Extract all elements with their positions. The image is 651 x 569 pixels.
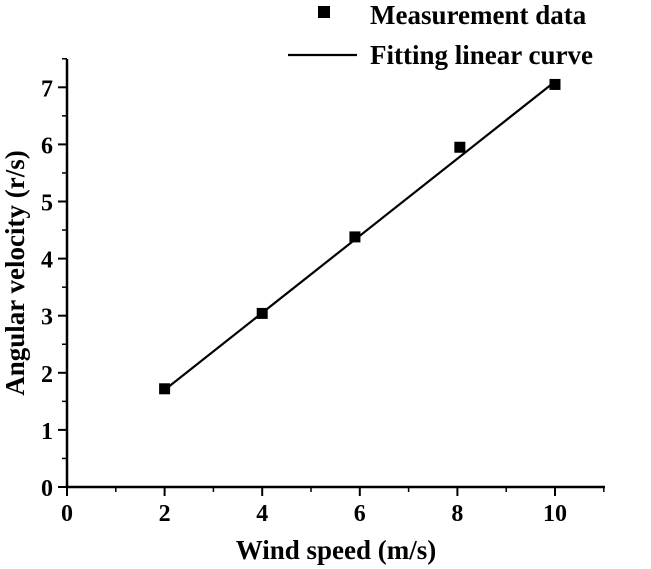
x-tick-label: 6 [354, 501, 366, 527]
y-tick-label: 4 [41, 248, 53, 274]
legend-label-fitting: Fitting linear curve [370, 40, 593, 70]
data-point [349, 231, 361, 243]
data-point [256, 307, 268, 319]
y-axis-title: Angular velocity (r/s) [0, 150, 30, 395]
x-tick-label: 4 [256, 501, 268, 527]
legend-label-measurement: Measurement data [370, 0, 587, 30]
data-point [159, 383, 171, 395]
y-tick-label: 1 [41, 419, 53, 445]
y-tick-label: 6 [41, 133, 53, 159]
x-tick-label: 0 [61, 501, 73, 527]
axes [65, 59, 605, 489]
y-tick-label: 5 [41, 191, 53, 217]
ticks [58, 58, 605, 496]
legend-marker-swatch [318, 6, 330, 18]
markers [159, 78, 561, 395]
y-tick-label: 7 [41, 76, 53, 102]
x-tick-label: 10 [543, 501, 567, 527]
data-point [454, 141, 466, 153]
x-axis-title: Wind speed (m/s) [236, 535, 437, 565]
x-tick-label: 2 [159, 501, 171, 527]
y-tick-label: 0 [41, 476, 53, 502]
y-tick-label: 3 [41, 305, 53, 331]
data-point [549, 78, 561, 90]
tick-labels: 0 2 4 6 8 10 0 1 2 3 4 5 6 7 [41, 76, 567, 527]
legend: Measurement data Fitting linear curve [288, 0, 593, 70]
x-tick-label: 8 [451, 501, 463, 527]
y-tick-label: 2 [41, 362, 53, 388]
